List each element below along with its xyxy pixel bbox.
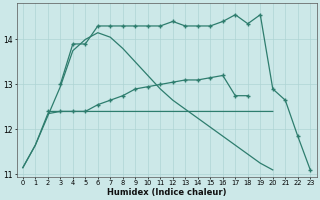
- X-axis label: Humidex (Indice chaleur): Humidex (Indice chaleur): [107, 188, 226, 197]
